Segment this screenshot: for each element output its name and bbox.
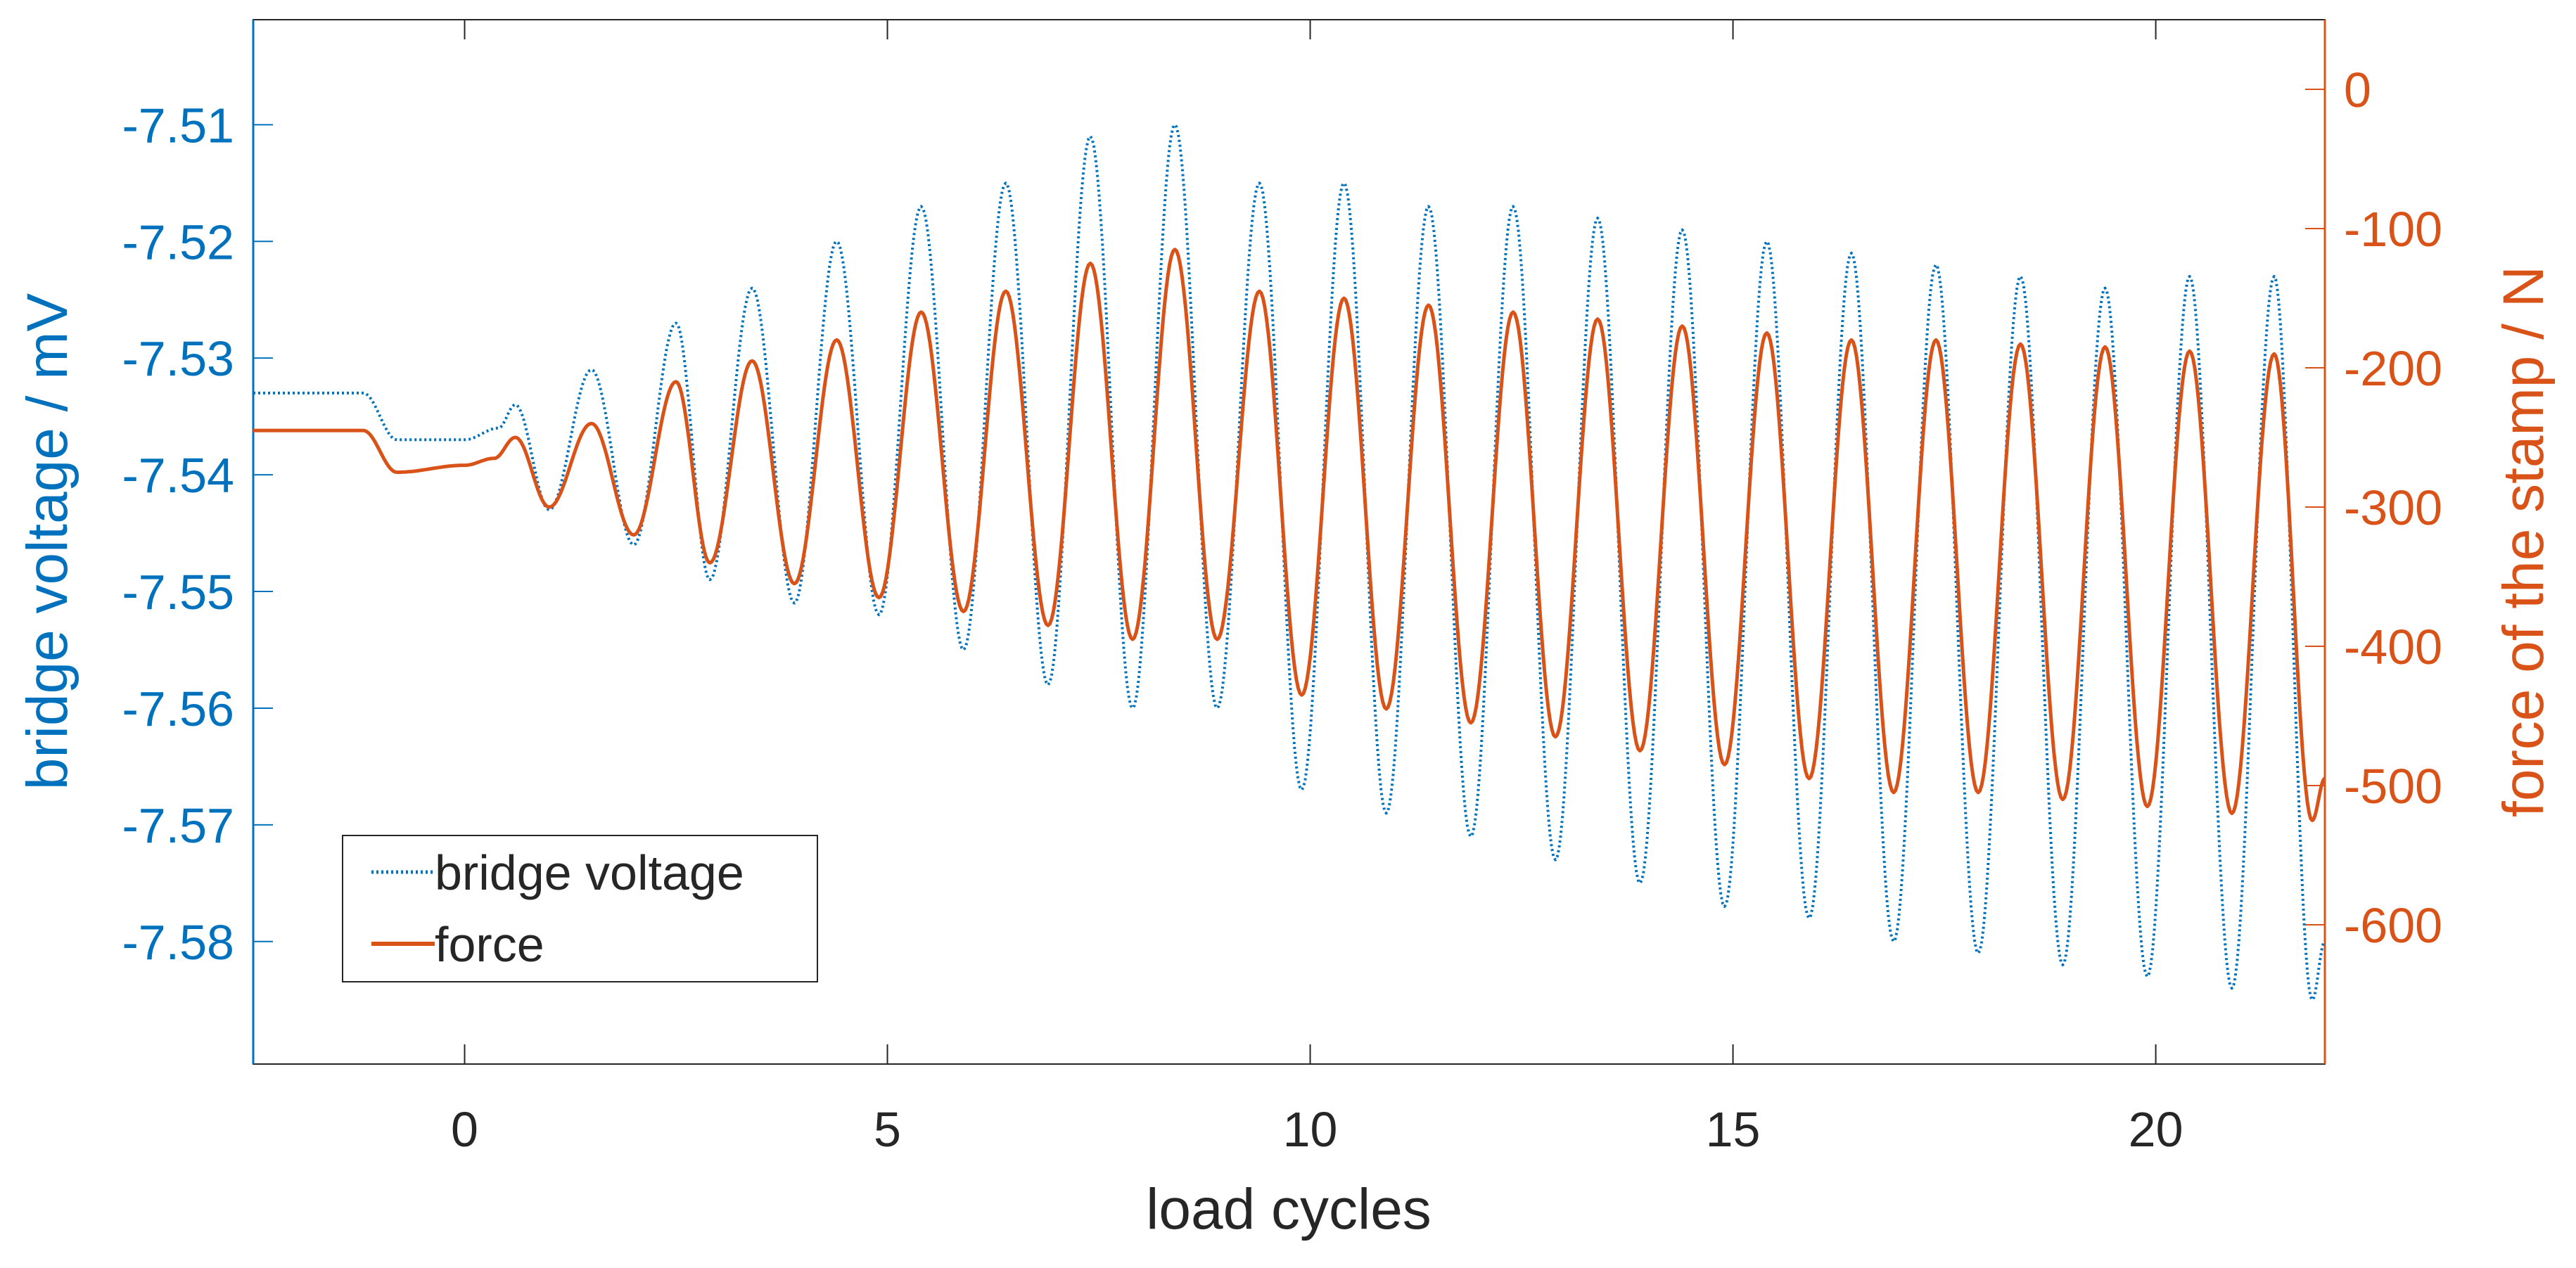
x-tick-label: 10 [1283,1102,1338,1157]
right-y-tick-label: -600 [2344,898,2442,953]
left-y-axis-label: bridge voltage / mV [15,293,79,790]
left-y-tick-label: -7.55 [122,565,234,620]
left-y-axis-ticks: -7.51 -7.52 -7.53 -7.54 -7.55 -7.56 -7.57 -7.58 [122,98,273,970]
x-tick-label: 20 [2129,1102,2183,1157]
right-y-tick-label: -500 [2344,759,2442,814]
left-y-tick-label: -7.56 [122,681,234,736]
left-y-tick-label: -7.57 [122,798,234,853]
force-series-line [253,248,2326,822]
left-y-tick-label: -7.53 [122,331,234,386]
left-y-tick-label: -7.51 [122,98,234,153]
left-y-tick-label: -7.58 [122,915,234,970]
legend: bridge voltage force [342,835,818,982]
right-y-tick-label: -300 [2344,480,2442,535]
right-y-tick-label: -400 [2344,620,2442,674]
right-y-tick-label: -100 [2344,202,2442,257]
x-axis-label: load cycles [1146,1177,1432,1241]
x-tick-label: 0 [451,1102,478,1157]
legend-label-bridge-voltage: bridge voltage [435,845,744,900]
x-axis-ticks: 0 5 10 15 20 [451,20,2183,1157]
right-y-axis-label: force of the stamp / N [2492,266,2556,817]
right-y-axis-ticks: 0 -100 -200 -300 -400 -500 -600 [2305,63,2442,953]
left-y-tick-label: -7.54 [122,448,234,503]
right-y-tick-label: 0 [2344,63,2371,117]
legend-box [342,835,818,982]
bridge-voltage-series-line [253,123,2326,1001]
right-y-tick-label: -200 [2344,341,2442,396]
series-layer [253,123,2326,1001]
x-tick-label: 15 [1706,1102,1761,1157]
x-tick-label: 5 [874,1102,901,1157]
left-y-tick-label: -7.52 [122,214,234,269]
legend-label-force: force [435,917,544,972]
